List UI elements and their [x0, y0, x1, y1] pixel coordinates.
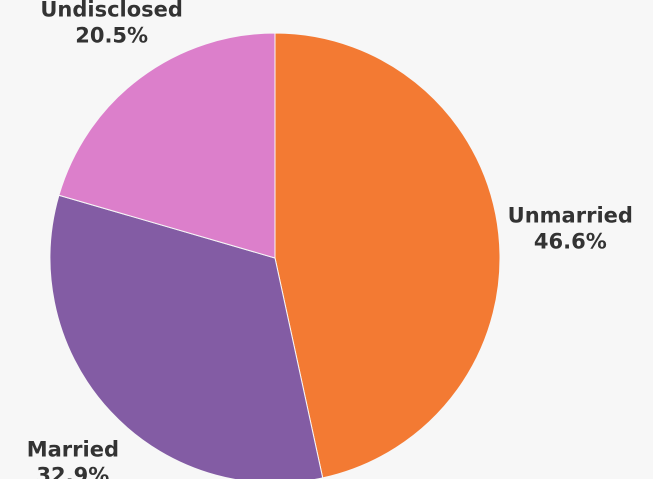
- pie-slice-undisclosed: [58, 32, 276, 259]
- slice-label-unmarried: Unmarried: [508, 203, 633, 227]
- pie-slice-married: [49, 194, 324, 479]
- slice-percent-undisclosed: 20.5%: [75, 23, 148, 47]
- slice-label-undisclosed: Undisclosed: [40, 0, 183, 21]
- pie-slices: [49, 32, 501, 479]
- slice-percent-married: 32.9%: [36, 464, 109, 479]
- slice-percent-unmarried: 46.6%: [534, 229, 607, 253]
- pie-slice-unmarried: [274, 32, 501, 479]
- slice-label-married: Married: [27, 438, 119, 462]
